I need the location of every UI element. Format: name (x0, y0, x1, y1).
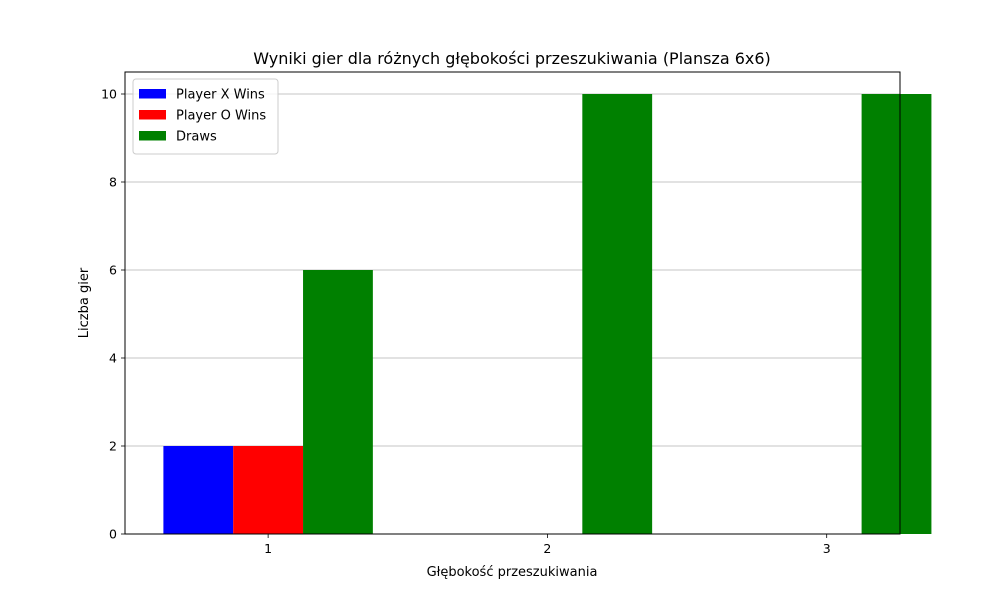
legend-swatch (139, 131, 166, 141)
x-tick-label: 3 (823, 541, 831, 556)
legend-label: Draws (176, 130, 217, 145)
y-tick-label: 8 (109, 175, 117, 190)
legend-label: Player O Wins (176, 109, 266, 124)
y-tick-label: 10 (101, 87, 117, 102)
bars (163, 94, 932, 534)
y-tick-label: 6 (109, 263, 117, 278)
plot-frame (124, 71, 901, 535)
chart-title: Wyniki gier dla różnych głębokości przes… (253, 49, 771, 68)
y-tick-label: 0 (109, 527, 117, 542)
x-axis-label: Głębokość przeszukiwania (427, 565, 598, 580)
y-axis-label: Liczba gier (77, 267, 92, 338)
legend-swatch (139, 89, 166, 99)
y-tick-label: 2 (109, 439, 117, 454)
bar (233, 446, 304, 534)
legend: Player X Wins Player O Wins Draws (132, 78, 279, 155)
bar (861, 94, 932, 534)
bar (582, 94, 653, 534)
legend-swatch (139, 110, 166, 120)
bar (303, 270, 373, 534)
y-tick-label: 4 (109, 351, 117, 366)
x-tick-label: 1 (264, 541, 272, 556)
legend-label: Player X Wins (176, 88, 265, 103)
legend-frame (132, 78, 279, 155)
bar (163, 446, 234, 534)
x-tick-label: 2 (543, 541, 551, 556)
